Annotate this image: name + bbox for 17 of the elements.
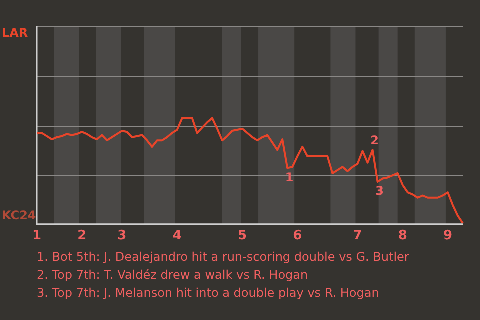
annotation: 2: [370, 133, 379, 148]
text: 2. Top 7th: T. Valdéz drew a walk vs R. Hogan: [37, 267, 310, 284]
x-tick-label: 4: [172, 228, 182, 244]
annotation: 1: [285, 170, 294, 184]
text: 3. Top 7th: J. Melanson hit into a double play vs R. Hogan: [37, 285, 380, 302]
text: 1. Bot 5th: J. Dealejandro hit a run-scoring double vs G. Butler: [37, 249, 410, 266]
annotation: 3: [376, 184, 384, 198]
text: KC24: [2, 208, 36, 223]
x-tick-label: 2: [78, 228, 87, 244]
x-tick-label: 9: [443, 228, 452, 244]
x-tick-label: 3: [118, 228, 127, 244]
x-tick-label: 1: [32, 228, 42, 244]
x-tick-label: 8: [398, 228, 408, 244]
x-tick-label: 6: [293, 228, 302, 244]
text: LAR: [2, 26, 28, 40]
x-tick-label: 5: [238, 228, 248, 244]
x-tick-label: 7: [353, 228, 362, 244]
